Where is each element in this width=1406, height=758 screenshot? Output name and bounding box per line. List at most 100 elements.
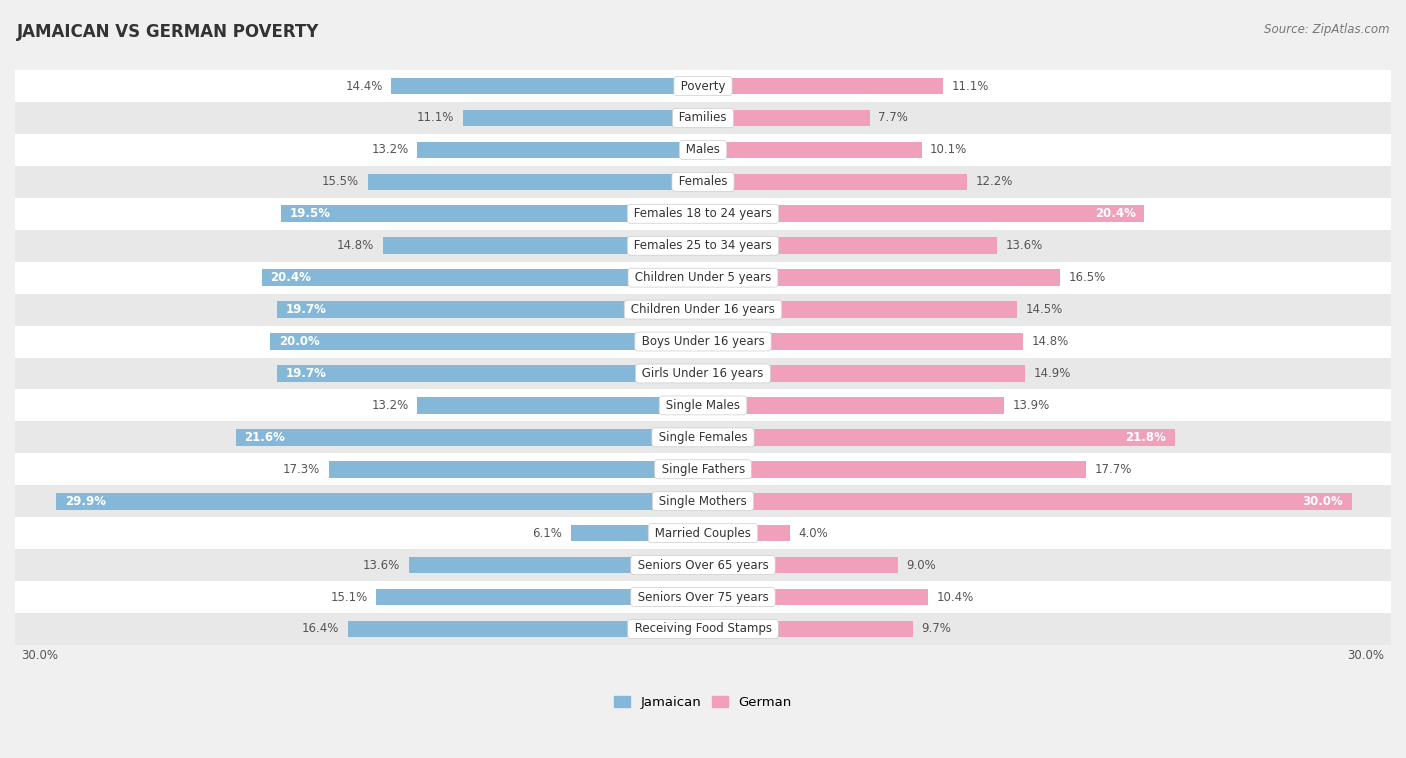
Legend: Jamaican, German: Jamaican, German (609, 691, 797, 714)
Bar (270, 334, 703, 350)
Text: 15.1%: 15.1% (330, 590, 367, 603)
Bar (703, 205, 1144, 222)
Text: 14.5%: 14.5% (1025, 303, 1063, 316)
Text: Children Under 16 years: Children Under 16 years (627, 303, 779, 316)
Text: 30.0%: 30.0% (21, 649, 59, 662)
Bar (703, 397, 1004, 414)
Bar (236, 429, 703, 446)
Bar (11, 358, 1395, 390)
Text: Seniors Over 65 years: Seniors Over 65 years (634, 559, 772, 572)
Bar (703, 237, 997, 254)
Bar (11, 230, 1395, 262)
Text: 10.4%: 10.4% (936, 590, 974, 603)
Bar (11, 485, 1395, 517)
Text: Children Under 5 years: Children Under 5 years (631, 271, 775, 284)
Text: 19.7%: 19.7% (285, 303, 326, 316)
Bar (703, 365, 1025, 382)
Text: 16.4%: 16.4% (302, 622, 339, 635)
Text: 19.5%: 19.5% (290, 207, 330, 221)
Bar (703, 301, 1017, 318)
Bar (391, 78, 703, 94)
Text: 4.0%: 4.0% (799, 527, 828, 540)
Text: 20.4%: 20.4% (1095, 207, 1136, 221)
Bar (703, 110, 869, 127)
Bar (11, 166, 1395, 198)
Bar (329, 461, 703, 478)
Text: Females: Females (675, 175, 731, 188)
Bar (11, 421, 1395, 453)
Bar (277, 301, 703, 318)
Bar (11, 613, 1395, 645)
Bar (703, 78, 943, 94)
Bar (281, 205, 703, 222)
Bar (56, 493, 703, 509)
Bar (11, 453, 1395, 485)
Text: 7.7%: 7.7% (879, 111, 908, 124)
Text: 30.0%: 30.0% (1302, 495, 1343, 508)
Bar (703, 461, 1085, 478)
Text: Males: Males (682, 143, 724, 156)
Text: Source: ZipAtlas.com: Source: ZipAtlas.com (1264, 23, 1389, 36)
Bar (11, 198, 1395, 230)
Text: 13.6%: 13.6% (1005, 240, 1043, 252)
Text: 13.2%: 13.2% (371, 143, 409, 156)
Text: 15.5%: 15.5% (322, 175, 359, 188)
Bar (349, 621, 703, 637)
Bar (703, 142, 921, 158)
Bar (703, 269, 1060, 286)
Bar (11, 262, 1395, 293)
Text: 9.0%: 9.0% (907, 559, 936, 572)
Text: 10.1%: 10.1% (931, 143, 967, 156)
Text: Females 18 to 24 years: Females 18 to 24 years (630, 207, 776, 221)
Text: 17.7%: 17.7% (1095, 463, 1132, 476)
Text: Girls Under 16 years: Girls Under 16 years (638, 367, 768, 380)
Text: 20.4%: 20.4% (270, 271, 311, 284)
Text: 11.1%: 11.1% (416, 111, 454, 124)
Text: 14.8%: 14.8% (1032, 335, 1069, 348)
Bar (703, 621, 912, 637)
Bar (703, 525, 790, 541)
Text: 9.7%: 9.7% (921, 622, 952, 635)
Bar (703, 174, 967, 190)
Text: Single Fathers: Single Fathers (658, 463, 748, 476)
Text: 13.6%: 13.6% (363, 559, 401, 572)
Bar (703, 589, 928, 606)
Bar (11, 549, 1395, 581)
Text: 14.9%: 14.9% (1033, 367, 1071, 380)
Bar (11, 326, 1395, 358)
Text: Families: Families (675, 111, 731, 124)
Text: Females 25 to 34 years: Females 25 to 34 years (630, 240, 776, 252)
Text: Receiving Food Stamps: Receiving Food Stamps (631, 622, 775, 635)
Bar (277, 365, 703, 382)
Text: 13.2%: 13.2% (371, 399, 409, 412)
Text: Boys Under 16 years: Boys Under 16 years (638, 335, 768, 348)
Text: 21.6%: 21.6% (245, 431, 285, 444)
Bar (703, 557, 897, 573)
Text: Poverty: Poverty (676, 80, 730, 92)
Text: Single Mothers: Single Mothers (655, 495, 751, 508)
Bar (703, 493, 1353, 509)
Text: Single Males: Single Males (662, 399, 744, 412)
Text: 17.3%: 17.3% (283, 463, 321, 476)
Text: 30.0%: 30.0% (1347, 649, 1385, 662)
Bar (11, 134, 1395, 166)
Text: JAMAICAN VS GERMAN POVERTY: JAMAICAN VS GERMAN POVERTY (17, 23, 319, 41)
Bar (463, 110, 703, 127)
Text: 19.7%: 19.7% (285, 367, 326, 380)
Text: 29.9%: 29.9% (65, 495, 105, 508)
Text: 14.8%: 14.8% (337, 240, 374, 252)
Bar (377, 589, 703, 606)
Bar (262, 269, 703, 286)
Text: 12.2%: 12.2% (976, 175, 1012, 188)
Text: 20.0%: 20.0% (278, 335, 319, 348)
Bar (11, 293, 1395, 326)
Bar (11, 102, 1395, 134)
Bar (11, 390, 1395, 421)
Bar (703, 334, 1024, 350)
Bar (367, 174, 703, 190)
Text: 13.9%: 13.9% (1012, 399, 1050, 412)
Text: 16.5%: 16.5% (1069, 271, 1107, 284)
Bar (11, 517, 1395, 549)
Text: 6.1%: 6.1% (533, 527, 562, 540)
Bar (418, 397, 703, 414)
